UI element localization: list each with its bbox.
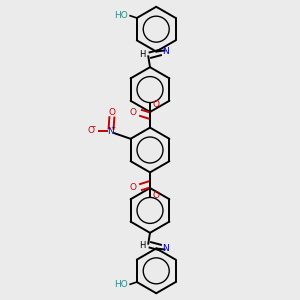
Text: +: + <box>110 125 116 130</box>
Text: O: O <box>130 183 137 192</box>
Text: O: O <box>130 108 137 117</box>
Text: O: O <box>109 108 116 117</box>
Text: N: N <box>162 47 169 56</box>
Text: H: H <box>139 50 146 59</box>
Text: H: H <box>139 241 146 250</box>
Text: −: − <box>89 122 96 131</box>
Text: O: O <box>88 126 94 135</box>
Text: N: N <box>107 128 114 136</box>
Text: HO: HO <box>114 280 128 289</box>
Text: HO: HO <box>114 11 128 20</box>
Text: O: O <box>153 100 160 109</box>
Text: N: N <box>162 244 169 253</box>
Text: O: O <box>153 191 160 200</box>
